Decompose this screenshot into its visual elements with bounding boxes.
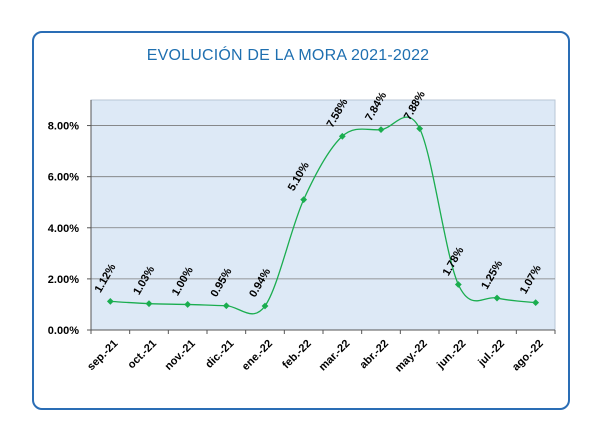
x-tick-label: ene.-22	[240, 338, 275, 373]
x-tick-label: mar.-22	[317, 338, 353, 374]
data-point	[261, 302, 269, 310]
x-tick-label: nov.-21	[163, 338, 198, 373]
data-point	[338, 132, 346, 140]
y-tick-label: 6.00%	[48, 172, 79, 184]
x-tick-label: may.-22	[393, 338, 430, 375]
data-point	[184, 301, 192, 308]
x-axis-ticks: sep.-21 oct.-21 nov.-21 dic.-21 ene.-22 feb.-…	[85, 330, 556, 375]
gridlines	[91, 125, 555, 280]
data-point	[416, 125, 424, 133]
y-tick-label: 8.00%	[48, 121, 79, 133]
x-tick-label: dic.-21	[203, 338, 236, 371]
x-tick-label: sep.-21	[85, 338, 120, 373]
chart-title: EVOLUCIÓN DE LA MORA 2021-2022	[146, 47, 430, 64]
data-point	[377, 126, 385, 134]
data-point	[454, 281, 462, 288]
data-point	[300, 196, 308, 204]
plot-area	[90, 99, 556, 331]
data-points	[106, 125, 540, 310]
x-tick-label: jun.-22	[434, 338, 468, 372]
y-tick-label: 0.00%	[48, 325, 79, 337]
data-point	[493, 294, 501, 302]
data-point	[106, 297, 114, 305]
data-point	[145, 300, 153, 308]
data-point	[222, 302, 230, 310]
x-tick-label: ago.-22	[510, 338, 546, 374]
x-tick-label: oct.-21	[126, 338, 160, 372]
data-point	[532, 299, 540, 307]
x-tick-label: abr.-22	[358, 338, 392, 372]
x-tick-label: jul.-22	[475, 338, 507, 370]
y-tick-label: 4.00%	[48, 223, 79, 235]
y-tick-label: 2.00%	[48, 274, 79, 286]
x-tick-label: feb.-22	[280, 338, 314, 372]
